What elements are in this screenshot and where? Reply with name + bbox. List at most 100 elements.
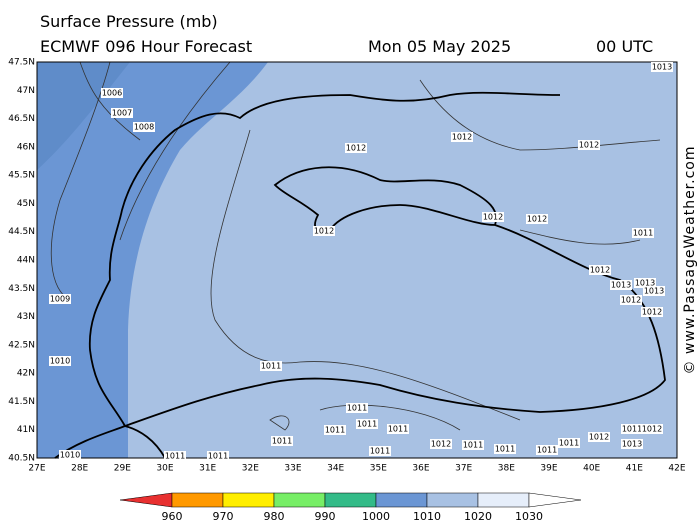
label-box — [482, 212, 504, 222]
label-text: 1011 — [370, 447, 390, 456]
contour-label: 1013 — [621, 439, 643, 449]
label-text: 1011 — [537, 446, 557, 455]
label-box — [345, 143, 367, 153]
watermark: © www.PassageWeather.com — [682, 145, 698, 374]
label-box — [643, 286, 665, 296]
colorbar-segment — [324, 492, 377, 508]
subtitle: ECMWF 096 Hour Forecast — [40, 37, 252, 56]
label-box — [536, 445, 558, 455]
label-text: 1012 — [642, 308, 662, 317]
lat-label: 41.5N — [8, 397, 35, 407]
contour-label: 1007 — [111, 108, 133, 118]
lat-label: 47N — [17, 86, 35, 96]
label-box — [133, 122, 155, 132]
label-box — [558, 438, 580, 448]
label-text: 1013 — [635, 279, 655, 288]
contour-label: 1012 — [345, 143, 367, 153]
contour-label: 1012 — [588, 432, 610, 442]
contour-label: 1010 — [49, 356, 71, 366]
lat-label: 41N — [17, 425, 35, 435]
colorbar-label: 970 — [213, 510, 234, 523]
lon-label: 27E — [28, 464, 45, 474]
contour-label: 1011 — [369, 446, 391, 456]
label-box — [49, 356, 71, 366]
lon-label: 28E — [71, 464, 88, 474]
contour-label: 1013 — [634, 278, 656, 288]
lon-label: 35E — [370, 464, 387, 474]
contour-label: 1013 — [643, 286, 665, 296]
map — [37, 61, 677, 459]
label-text: 1010 — [50, 357, 70, 366]
label-text: 1008 — [134, 123, 154, 132]
lon-label: 39E — [540, 464, 557, 474]
label-text: 1013 — [652, 63, 672, 72]
label-box — [451, 132, 473, 142]
label-text: 1011 — [495, 445, 515, 454]
label-box — [634, 278, 656, 288]
contour-label: 1009 — [49, 294, 71, 304]
colorbar-segment — [477, 492, 530, 508]
lat-label: 46N — [17, 142, 35, 152]
label-box — [621, 439, 643, 449]
label-text: 1013 — [644, 287, 664, 296]
contour-label: 1011 — [207, 451, 229, 461]
lat-label: 43N — [17, 312, 35, 322]
label-text: 1011 — [388, 425, 408, 434]
label-box — [641, 424, 663, 434]
label-text: 1012 — [579, 141, 599, 150]
label-box — [651, 62, 673, 72]
label-box — [324, 425, 346, 435]
label-text: 1011 — [165, 452, 185, 461]
colorbar-label: 1020 — [464, 510, 492, 523]
label-text: 1013 — [611, 281, 631, 290]
label-box — [369, 446, 391, 456]
colorbar-label: 1030 — [515, 510, 543, 523]
label-text: 1013 — [622, 440, 642, 449]
label-box — [260, 361, 282, 371]
lat-label: 40.5N — [8, 454, 35, 464]
lon-label: 36E — [412, 464, 429, 474]
label-text: 1012 — [346, 144, 366, 153]
contour-label: 1012 — [641, 307, 663, 317]
pressure-1000-1010 — [37, 62, 268, 458]
colorbar-label: 990 — [315, 510, 336, 523]
contour-label: 1011 — [536, 445, 558, 455]
label-text: 1011 — [633, 229, 653, 238]
label-text: 1011 — [325, 426, 345, 435]
lon-label: 33E — [284, 464, 301, 474]
label-text: 1011 — [347, 404, 367, 413]
label-box — [430, 439, 452, 449]
contour-label: 1013 — [610, 280, 632, 290]
lat-label: 44N — [17, 256, 35, 266]
label-box — [526, 214, 548, 224]
contour-label: 1012 — [589, 265, 611, 275]
contour-label: 1012 — [620, 295, 642, 305]
label-box — [620, 295, 642, 305]
lon-label: 42E — [668, 464, 685, 474]
lat-label: 47.5N — [8, 58, 35, 68]
label-text: 1012 — [590, 266, 610, 275]
contour-label: 1011 — [260, 361, 282, 371]
label-text: 1012 — [452, 133, 472, 142]
label-text: 1012 — [483, 213, 503, 222]
contour-label: 1013 — [651, 62, 673, 72]
label-box — [641, 307, 663, 317]
label-box — [621, 424, 643, 434]
label-box — [346, 403, 368, 413]
label-box — [462, 440, 484, 450]
label-box — [59, 450, 81, 460]
contour-label: 1012 — [313, 226, 335, 236]
label-text: 1011 — [463, 441, 483, 450]
colorbar-segment — [375, 492, 428, 508]
lat-label: 46.5N — [8, 114, 35, 124]
lon-label: 31E — [199, 464, 216, 474]
map-frame — [36, 61, 678, 459]
lon-label: 34E — [327, 464, 344, 474]
lat-label: 45.5N — [8, 171, 35, 181]
label-box — [111, 108, 133, 118]
isobars — [50, 61, 661, 431]
label-box — [588, 432, 610, 442]
contour-label: 1011 — [558, 438, 580, 448]
label-box — [49, 294, 71, 304]
